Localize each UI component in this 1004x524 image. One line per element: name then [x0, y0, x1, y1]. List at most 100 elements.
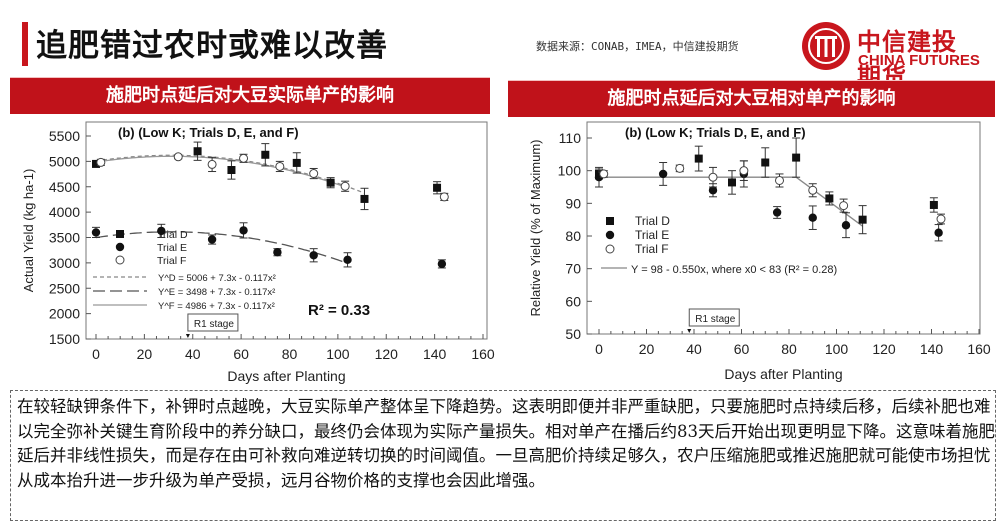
y-tick-label: 110: [559, 130, 582, 146]
y-tick-label: 5000: [49, 153, 80, 169]
x-tick-label: 100: [825, 341, 849, 357]
y-tick-label: 100: [558, 163, 582, 179]
x-tick-label: 20: [137, 346, 153, 362]
annotation-label: R1 stage: [194, 319, 234, 330]
marker-square: [825, 194, 834, 203]
marker-open-circle: [96, 157, 106, 167]
y-tick-label: 1500: [49, 331, 80, 347]
marker-square: [606, 217, 614, 225]
x-tick-label: 120: [375, 346, 399, 362]
x-tick-label: 80: [282, 346, 298, 362]
y-tick-label: 90: [565, 195, 581, 211]
marker-open-circle: [115, 255, 125, 265]
marker-open-circle: [239, 153, 249, 163]
x-tick-label: 60: [233, 346, 249, 362]
marker-square: [116, 230, 124, 238]
x-tick-label: 0: [92, 346, 100, 362]
marker-square: [929, 200, 938, 209]
x-axis-label: Days after Planting: [227, 368, 345, 384]
y-tick-label: 60: [565, 293, 581, 309]
right-panel-title: 施肥时点延后对大豆相对单产的影响: [508, 80, 995, 117]
marker-square: [292, 158, 301, 167]
marker-square: [261, 150, 270, 159]
marker-open-circle: [275, 161, 285, 171]
marker-open-circle: [839, 201, 849, 211]
y-tick-label: 3500: [49, 230, 80, 246]
marker-open-circle: [340, 181, 350, 191]
legend-label: Trial D: [635, 214, 670, 228]
x-tick-label: 60: [734, 341, 750, 357]
x-axis-label: Days after Planting: [724, 366, 842, 382]
marker-circle: [605, 230, 615, 240]
marker-open-circle: [309, 169, 319, 179]
legend-label: Trial E: [635, 228, 669, 242]
marker-circle: [273, 248, 282, 257]
x-tick-label: 120: [872, 341, 896, 357]
x-tick-label: 20: [639, 341, 655, 357]
marker-circle: [239, 226, 248, 235]
brand-logo: 中信建投期货 CHINA FUTURES: [800, 20, 980, 91]
chart-title: (b) (Low K; Trials D, E, and F): [625, 125, 806, 140]
annotation-label: R1 stage: [695, 314, 735, 325]
x-tick-label: 160: [471, 346, 495, 362]
y-tick-label: 5500: [49, 128, 80, 144]
relative-yield-chart: 0 20 40 60 80 100 120 140 160 50 60 70 80 90 100 110 Day…: [528, 121, 991, 382]
marker-open-circle: [207, 159, 217, 169]
marker-circle: [157, 226, 166, 236]
x-tick-label: 0: [595, 341, 603, 357]
citic-logo-icon: [802, 22, 850, 70]
data-source: 数据来源：CONAB，IMEA，中信建投期货: [536, 40, 739, 53]
x-tick-label: 100: [326, 346, 350, 362]
y-tick-label: 4000: [49, 204, 80, 220]
annotation-arrow-icon: [185, 334, 190, 338]
x-tick-label: 140: [423, 346, 447, 362]
marker-square: [792, 153, 801, 162]
title-accent-bar: [22, 22, 28, 66]
legend-label: Trial F: [157, 255, 186, 267]
marker-open-circle: [675, 163, 685, 173]
marker-square: [193, 147, 202, 156]
chart-title: (b) (Low K; Trials D, E, and F): [118, 125, 299, 140]
marker-circle: [309, 251, 318, 260]
marker-circle: [841, 221, 851, 230]
marker-circle: [658, 169, 668, 179]
x-tick-label: 140: [920, 341, 944, 357]
marker-open-circle: [173, 152, 183, 162]
x-tick-label: 160: [967, 341, 991, 357]
legend-label: Trial F: [635, 242, 669, 256]
marker-square: [858, 215, 867, 224]
marker-open-circle: [605, 244, 615, 254]
legend-label: Trial E: [157, 242, 187, 254]
marker-open-circle: [439, 192, 449, 202]
commentary-box: 在较轻缺钾条件下，补钾时点越晚，大豆实际单产整体呈下降趋势。这表明即便并非严重缺…: [10, 390, 996, 521]
marker-circle: [772, 208, 782, 217]
marker-open-circle: [708, 172, 718, 182]
actual-yield-chart: 0 20 40 60 80 100 120 140 160 1500 2000 2500 3000 350…: [21, 121, 495, 384]
marker-circle: [115, 242, 125, 252]
annotation-box: [187, 313, 239, 332]
plot-frame: [586, 121, 981, 335]
legend-fit-label: Y^D = 5006 + 7.3x - 0.117x²: [158, 273, 276, 284]
marker-circle: [437, 259, 447, 269]
x-tick-label: 40: [686, 341, 702, 357]
y-tick-label: 4500: [49, 179, 80, 195]
annotation-box: [688, 308, 740, 327]
r-squared-label: R² = 0.33: [308, 302, 370, 319]
left-panel-title: 施肥时点延后对大豆实际单产的影响: [10, 77, 490, 114]
x-tick-label: 80: [781, 341, 797, 357]
y-tick-label: 80: [565, 228, 581, 244]
marker-circle: [343, 255, 352, 265]
fit-line: [95, 155, 346, 188]
x-tick-label: 40: [185, 346, 201, 362]
marker-circle: [91, 228, 101, 237]
annotation-arrow-icon: [687, 329, 692, 333]
plot-frame: [85, 121, 488, 340]
marker-square: [694, 154, 703, 163]
y-axis-label: Actual Yield (kg ha-1): [21, 169, 36, 293]
legend-fit-label: Y = 98 - 0.550x, where x0 < 83 (R² = 0.2…: [631, 264, 837, 276]
marker-square: [92, 159, 100, 168]
y-tick-label: 2500: [49, 280, 80, 296]
marker-square: [227, 166, 236, 175]
marker-square: [761, 158, 770, 167]
marker-open-circle: [775, 175, 784, 185]
